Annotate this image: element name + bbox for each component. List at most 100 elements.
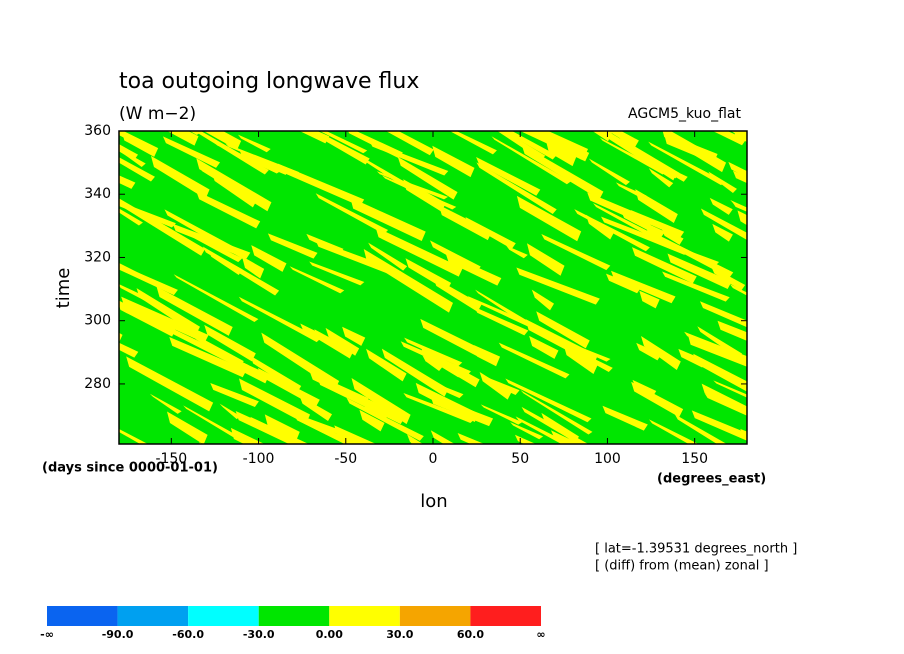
contour-band [644, 234, 720, 266]
contour-band [150, 155, 210, 199]
contour-band [776, 175, 813, 205]
contour-band [476, 162, 557, 214]
contour-band [309, 371, 369, 406]
contour-band [360, 156, 412, 190]
y-tick-label: 300 [84, 313, 111, 329]
contour-band [43, 160, 96, 186]
contour-band [237, 134, 271, 153]
note: [ lat=-1.39531 degrees_north ] [595, 542, 797, 557]
contour-band [641, 336, 681, 370]
contour-band [359, 409, 385, 432]
contour-band [149, 393, 182, 414]
x-tick-label: -100 [243, 451, 275, 467]
contour-band [639, 290, 660, 309]
contour-band [731, 131, 747, 142]
contour-band [420, 318, 489, 360]
x-tick-label: -50 [334, 451, 357, 467]
contour-band [593, 203, 665, 243]
contour-band [314, 329, 354, 359]
contour-band [704, 393, 747, 416]
contour-band [699, 301, 747, 328]
contour-band [503, 131, 557, 160]
contour-band [315, 193, 389, 235]
x-units: (degrees_east) [657, 472, 766, 487]
contour-band [368, 242, 408, 271]
colorbar-label: -30.0 [243, 628, 275, 641]
contour-band [524, 131, 526, 132]
contour-band [211, 172, 257, 208]
contour-band [54, 437, 83, 462]
contour-band [503, 94, 559, 131]
contour-band [278, 163, 365, 207]
contour-band [169, 337, 247, 378]
contour-band [716, 370, 747, 389]
contour-band [709, 197, 733, 215]
contour-field [43, 94, 838, 468]
contour-band [438, 204, 492, 241]
contour-band [403, 393, 475, 423]
contour-band [74, 435, 105, 452]
contour-band [531, 289, 555, 311]
contour-band [422, 355, 444, 371]
contour-band [429, 240, 481, 273]
contour-band [491, 136, 571, 185]
contour-band [717, 320, 747, 341]
y-tick-label: 280 [84, 376, 111, 392]
contour-band [350, 197, 426, 241]
colorbar-label: ∞ [536, 628, 545, 641]
contour-band [535, 131, 546, 135]
contour-band [397, 156, 458, 200]
chart-title: toa outgoing longwave flux [119, 69, 419, 94]
contour-band [550, 430, 580, 444]
contour-band [520, 390, 593, 435]
contour-band [172, 223, 251, 259]
colorbar-label: 60.0 [457, 628, 484, 641]
contour-band [759, 332, 812, 367]
contour-band [325, 327, 360, 356]
contour-band [520, 131, 590, 162]
contour-band [480, 404, 523, 425]
contour-band [119, 175, 136, 189]
contour-band [752, 429, 816, 468]
contour-band [541, 234, 611, 271]
contour-band [599, 137, 667, 175]
contour-band [541, 412, 579, 444]
contour-band [516, 195, 582, 242]
contour-band [740, 428, 747, 439]
contour-band [417, 376, 464, 399]
colorbar-label: 0.00 [316, 628, 343, 641]
contour-band [674, 414, 727, 444]
colorbar-label: 30.0 [386, 628, 413, 641]
contour-band [605, 131, 607, 132]
contour-band [481, 374, 520, 395]
contour-band [754, 365, 824, 417]
colorbar-label: -60.0 [172, 628, 204, 641]
contour-band [615, 182, 647, 199]
contour-band [761, 405, 838, 449]
contour-band [649, 419, 699, 444]
colorbar-label: -∞ [40, 628, 54, 641]
contour-band [257, 368, 320, 407]
contour-band [759, 412, 805, 434]
contour-band [309, 261, 365, 286]
x-axis-label: lon [420, 491, 447, 512]
contour-band [632, 379, 657, 398]
contour-band [385, 131, 434, 156]
contour-band [749, 447, 771, 464]
contour-band [525, 319, 598, 365]
colorbar-box [399, 606, 471, 626]
contour-band [732, 170, 747, 184]
contour-band [239, 149, 290, 175]
contour-band [210, 383, 259, 408]
contour-band [404, 337, 463, 367]
colorbar-box [329, 606, 400, 626]
contour-band [189, 131, 201, 135]
contour-band [306, 233, 344, 254]
contour-band [183, 405, 253, 444]
contour-band [156, 286, 233, 336]
contour-band [119, 201, 176, 228]
contour-band [785, 370, 826, 390]
dataset: AGCM5_kuo_flat [628, 106, 741, 122]
x-tick-label: -150 [155, 451, 187, 467]
